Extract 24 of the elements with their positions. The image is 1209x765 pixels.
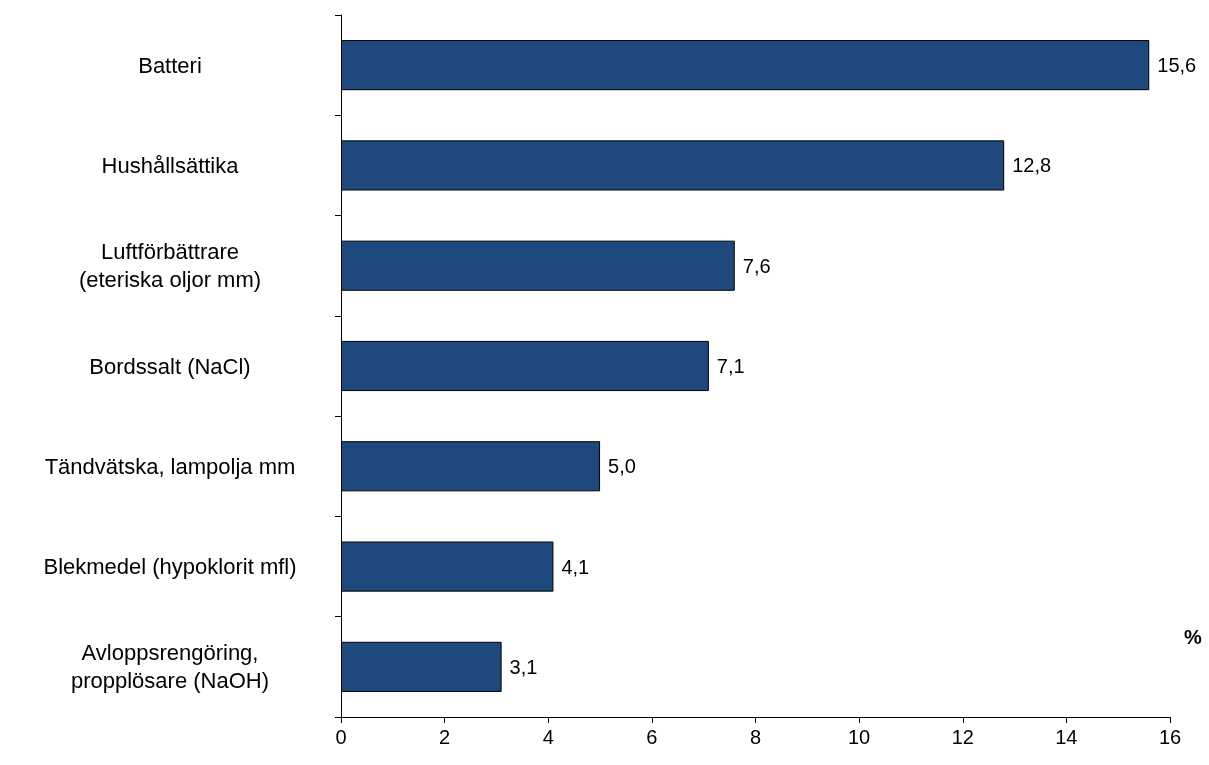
x-tick-label: 2 <box>439 726 451 748</box>
y-tick-label: Bordssalt (NaCl) <box>89 353 251 379</box>
x-tick-label: 4 <box>542 726 554 748</box>
y-tick-label: Blekmedel (hypoklorit mfl) <box>43 554 297 580</box>
data-label: 7,1 <box>716 355 745 377</box>
y-tick-label: Hushållsättika <box>101 152 240 178</box>
data-label: 12,8 <box>1012 154 1052 177</box>
x-tick-label: 12 <box>951 726 974 748</box>
x-tick-label: 16 <box>1158 726 1182 748</box>
data-label: 7,6 <box>742 254 771 277</box>
y-tick-label: Tändvätska, lampolja mm <box>44 453 296 479</box>
y-tick-label: Avloppsrengöring, propplösare (NaOH) <box>70 640 270 694</box>
x-tick-label: 14 <box>1055 726 1078 748</box>
data-label: 3,1 <box>509 655 538 678</box>
data-label: 4,1 <box>561 555 590 578</box>
data-label: 15,6 <box>1157 54 1197 77</box>
y-tick-label: Luftförbättrare (eteriska oljor mm) <box>78 239 262 293</box>
data-label: 5,0 <box>608 455 636 478</box>
y-tick-label: Batteri <box>138 52 202 78</box>
x-tick-label: 10 <box>848 726 871 748</box>
x-tick-label: 6 <box>646 726 658 748</box>
x-tick-label: 8 <box>749 726 762 748</box>
x-axis-title: % <box>1184 626 1202 648</box>
x-tick-label: 0 <box>335 726 347 748</box>
